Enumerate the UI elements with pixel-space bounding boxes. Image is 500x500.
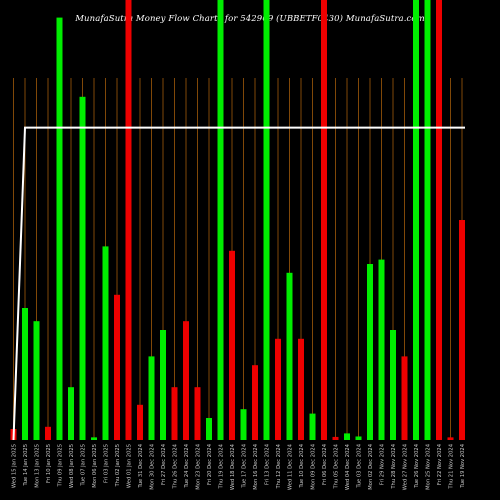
x-tick-label: Fri 27 Dec 2024 [161,443,167,485]
x-tick-label: Mon 02 Dec 2024 [368,443,374,489]
bar [125,0,132,440]
bar [45,426,51,440]
x-tick-label: Mon 30 Dec 2024 [150,443,156,489]
bar [33,321,40,440]
x-tick-label: Thu 26 Dec 2024 [173,443,179,489]
x-tick-label: Tue 31 Dec 2024 [138,443,144,488]
x-tick-label: Tue 24 Dec 2024 [184,443,190,488]
bar-layer [10,0,465,441]
x-tick-label: Mon 09 Dec 2024 [311,443,317,489]
bar [206,418,212,440]
bar [309,413,316,440]
x-tick-label: Wed 08 Jan 2025 [69,444,75,488]
x-tick-label: Thu 28 Nov 2024 [391,443,397,489]
bar [229,250,235,440]
bar [332,436,339,440]
line-layer [12,126,465,441]
bar [459,220,465,440]
bar [171,387,178,440]
bar [137,404,143,440]
x-tick-label: Wed 15 Jan 2025 [12,444,18,488]
bar [275,338,281,440]
bar [68,387,74,440]
x-tick-label: Tue 07 Jan 2025 [81,444,87,487]
x-tick-label: Tue 03 Dec 2024 [357,443,363,488]
x-tick-label: Tue 19 Nov 2024 [460,443,466,488]
bar [298,338,304,440]
x-tick-label: Tue 10 Dec 2024 [299,443,305,488]
bar [102,246,109,440]
bar [401,356,408,440]
x-tick-label: Thu 21 Nov 2024 [449,443,455,489]
x-tick-label: Wed 27 Nov 2024 [403,443,409,490]
bar [79,96,86,441]
bar [367,264,373,440]
x-tick-label: Fri 13 Dec 2024 [265,443,271,485]
bar [22,308,28,440]
bar [424,0,431,440]
x-tick-label: Wed 04 Dec 2024 [345,443,351,490]
x-tick-label: Thu 12 Dec 2024 [276,443,282,489]
x-tick-label: Fri 20 Dec 2024 [207,443,213,485]
bar [56,17,63,440]
label-layer: Wed 15 Jan 2025 Tue 14 Jan 2025 Mon 13 Jan… [12,443,467,490]
money-flow-line [12,126,465,441]
x-tick-label: Thu 09 Jan 2025 [58,444,64,488]
x-tick-label: Mon 16 Dec 2024 [253,443,259,489]
bar [344,433,350,440]
x-tick-label: Tue 26 Nov 2024 [414,443,420,488]
bar [240,409,247,440]
x-tick-label: Fri 29 Nov 2024 [380,443,386,485]
x-tick-label: Tue 14 Jan 2025 [23,444,29,487]
x-tick-label: Mon 25 Nov 2024 [426,443,432,490]
bar [413,0,419,440]
x-tick-label: Mon 13 Jan 2025 [35,444,41,488]
bar [436,0,442,440]
x-tick-label: Mon 06 Jan 2025 [92,444,98,488]
x-tick-label: Fri 10 Jan 2025 [46,444,52,483]
bar [114,294,120,440]
chart-title: MunafaSutra Money Flow Charts for 542909… [75,14,425,24]
x-tick-label: Wed 18 Dec 2024 [230,443,236,490]
x-tick-label: Fri 06 Dec 2024 [322,443,328,485]
bar [355,436,362,440]
bar [252,365,258,440]
x-tick-label: Fri 22 Nov 2024 [437,443,443,485]
x-tick-label: Tue 17 Dec 2024 [242,443,248,488]
bar [160,330,166,440]
x-tick-label: Thu 19 Dec 2024 [219,443,225,489]
x-tick-label: Wed 01 Jan 2025 [127,444,133,488]
bar [194,387,201,440]
x-tick-label: Thu 02 Jan 2025 [115,444,121,488]
bar [321,0,327,440]
bar [286,272,293,440]
bar [378,259,385,440]
bar [91,437,97,440]
bar [183,321,189,440]
bar [447,437,454,440]
x-tick-label: Fri 03 Jan 2025 [104,444,110,483]
x-tick-label: Mon 23 Dec 2024 [196,443,202,489]
x-tick-label: Thu 05 Dec 2024 [334,443,340,489]
x-tick-label: Wed 11 Dec 2024 [288,443,294,490]
bar [390,330,396,440]
bar [217,0,224,440]
bar [263,0,270,440]
bar [148,356,155,440]
